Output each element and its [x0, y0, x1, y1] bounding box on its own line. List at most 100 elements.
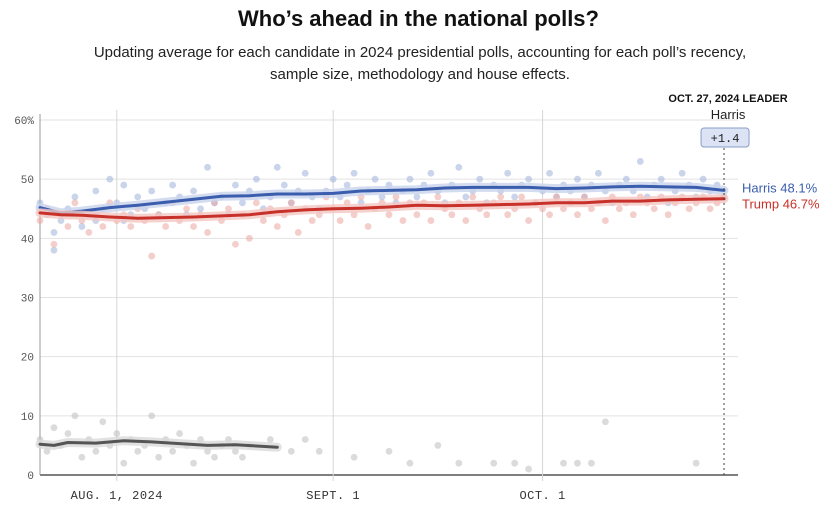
y-tick-label: 50	[21, 175, 34, 187]
harris-poll-point	[280, 181, 288, 189]
kennedy-poll-point	[266, 436, 274, 443]
kennedy-poll-point	[176, 430, 184, 437]
harris-poll-point	[78, 223, 86, 230]
kennedy-poll-point	[315, 447, 323, 455]
harris-poll-point	[343, 181, 351, 189]
trump-end-label: Trump 46.7%	[742, 197, 820, 212]
harris-poll-point	[462, 193, 470, 201]
kennedy-poll-point	[78, 453, 86, 461]
harris-poll-point	[232, 181, 239, 189]
trump-poll-point	[64, 223, 72, 230]
kennedy-poll-point	[120, 459, 128, 467]
trump-poll-point	[162, 223, 170, 230]
trump-poll-point	[336, 217, 344, 224]
trump-poll-point	[287, 199, 295, 207]
trump-poll-point	[183, 205, 190, 213]
trump-poll-point	[273, 223, 281, 230]
trump-poll-point	[574, 211, 581, 219]
harris-poll-point	[239, 199, 246, 207]
kennedy-poll-point	[490, 459, 498, 467]
trump-poll-point	[399, 217, 407, 224]
trump-poll-point	[127, 223, 135, 230]
kennedy-poll-point	[155, 453, 163, 461]
trump-poll-point	[434, 193, 442, 201]
leader-margin: +1.4	[711, 132, 740, 146]
y-tick-label: 10	[21, 412, 34, 424]
trump-poll-point	[483, 211, 491, 219]
kennedy-poll-point	[99, 418, 107, 426]
trump-poll-point	[469, 193, 477, 201]
harris-poll-point	[427, 169, 435, 177]
kennedy-average-line	[38, 439, 279, 449]
kennedy-poll-point	[406, 459, 414, 467]
trump-average-line	[38, 197, 726, 220]
harris-poll-point	[106, 175, 114, 183]
kennedy-poll-point	[287, 447, 295, 455]
x-tick-label: OCT. 1	[519, 489, 565, 503]
chart-title: Who’s ahead in the national polls?	[238, 6, 599, 31]
harris-poll-point	[273, 163, 281, 171]
harris-poll-point	[378, 193, 386, 201]
harris-poll-point	[413, 193, 421, 201]
trump-poll-point	[204, 229, 211, 236]
kennedy-poll-point	[301, 436, 309, 443]
leader-name: Harris	[711, 107, 746, 122]
harris-poll-point	[525, 175, 532, 183]
kennedy-poll-point	[511, 459, 519, 467]
harris-poll-point	[699, 175, 707, 183]
trump-poll-point	[629, 211, 637, 219]
trump-poll-point	[246, 234, 253, 242]
kennedy-poll-point	[92, 447, 100, 455]
harris-poll-point	[50, 229, 58, 236]
harris-poll-point	[252, 175, 260, 183]
harris-poll-point	[574, 175, 581, 183]
y-tick-label: 60%	[14, 116, 34, 128]
trump-poll-point	[525, 217, 532, 224]
harris-poll-point	[595, 169, 602, 177]
kennedy-poll-point	[50, 424, 58, 432]
trump-poll-point	[706, 205, 714, 213]
harris-poll-point	[148, 187, 156, 195]
trump-poll-point	[232, 240, 239, 248]
kennedy-poll-point	[385, 447, 393, 455]
trump-poll-point	[385, 211, 393, 219]
harris-poll-point	[190, 187, 197, 195]
trump-poll-point	[36, 217, 44, 224]
leader-annotation: OCT. 27, 2024 LEADER Harris +1.4	[668, 93, 788, 475]
harris-poll-point	[50, 246, 58, 254]
trump-poll-point	[190, 223, 197, 230]
harris-poll-point	[476, 175, 484, 183]
harris-poll-point	[511, 193, 519, 201]
trump-poll-point	[664, 211, 672, 219]
trump-poll-point	[413, 211, 421, 219]
trump-poll-point	[294, 229, 302, 236]
trump-poll-point	[462, 217, 470, 224]
x-tick-label: AUG. 1, 2024	[71, 489, 163, 503]
harris-poll-point	[350, 169, 358, 177]
harris-poll-point	[329, 175, 337, 183]
kennedy-poll-point	[71, 412, 79, 420]
trump-poll-point	[650, 205, 658, 213]
trump-poll-point	[546, 211, 553, 219]
kennedy-poll-point	[134, 447, 142, 455]
trump-poll-point	[71, 199, 79, 207]
kennedy-poll-point	[232, 447, 239, 455]
harris-poll-point	[134, 193, 142, 201]
trump-poll-point	[427, 217, 435, 224]
harris-poll-point	[371, 175, 379, 183]
trump-poll-point	[448, 211, 456, 219]
kennedy-poll-point	[350, 453, 358, 461]
kennedy-poll-point	[455, 459, 463, 467]
trump-poll-point	[259, 217, 267, 224]
kennedy-poll-point	[574, 459, 581, 467]
leader-margin-badge	[700, 127, 750, 148]
harris-poll-point	[406, 175, 414, 183]
axes: 0 10 20 30 40 50 60% AUG. 1, 2024 SEPT. 1 OCT. 1	[14, 116, 565, 503]
kennedy-poll-point	[601, 418, 609, 426]
harris-poll-point	[657, 175, 665, 183]
harris-poll-point	[504, 169, 512, 177]
trump-poll-point	[601, 217, 609, 224]
kennedy-poll-point	[64, 430, 72, 437]
kennedy-poll-point	[434, 442, 442, 449]
